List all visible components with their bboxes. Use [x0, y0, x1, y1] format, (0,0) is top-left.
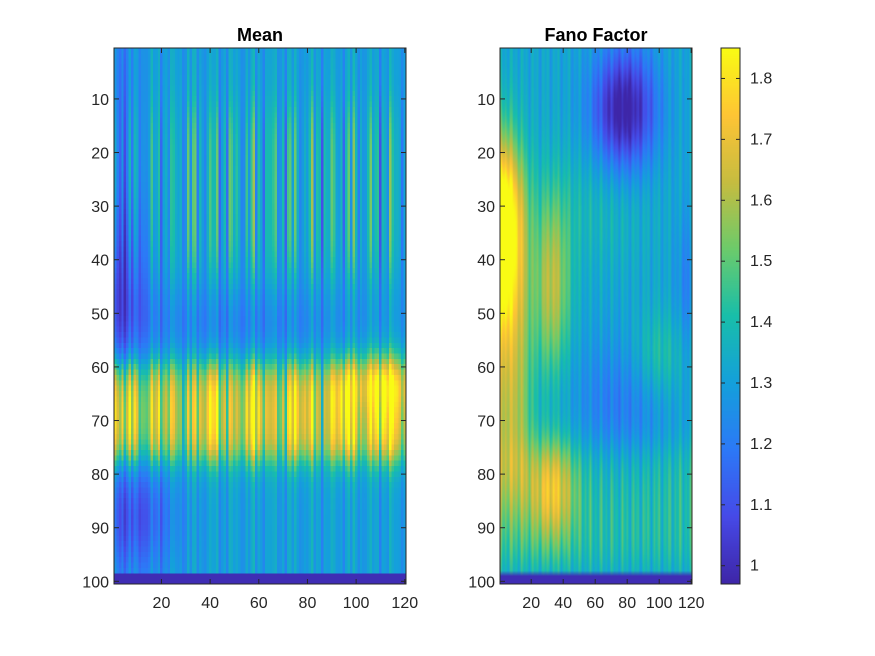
mean-y-tick-label: 20: [91, 146, 109, 163]
mean-y-tick-label: 100: [82, 574, 109, 591]
colorbar-tick-label: 1.1: [750, 497, 772, 514]
fano-y-tick-label: 40: [477, 253, 495, 270]
fano-heatmap: [500, 48, 692, 584]
mean-heatmap: [114, 48, 406, 584]
fano-y-tick-label: 80: [477, 467, 495, 484]
colorbar-tick-label: 1.3: [750, 375, 772, 392]
fano-y-tick-label: 30: [477, 199, 495, 216]
mean-y-ticks: 10 20 30 40 50 60 70 80 90 100: [82, 92, 406, 591]
fano-x-tick-label: 60: [586, 595, 604, 612]
mean-panel: Mean 10 20 30 40 50 60 70 80 90 100 20 40 60 80 100 12…: [82, 25, 418, 612]
mean-y-tick-label: 30: [91, 199, 109, 216]
colorbar-tick-label: 1.8: [750, 70, 772, 87]
mean-y-tick-label: 80: [91, 467, 109, 484]
mean-y-tick-label: 50: [91, 306, 109, 323]
fano-y-tick-label: 50: [477, 306, 495, 323]
colorbar-tick-label: 1.2: [750, 436, 772, 453]
fano-y-tick-label: 90: [477, 521, 495, 538]
mean-y-tick-label: 70: [91, 414, 109, 431]
fano-y-tick-label: 60: [477, 360, 495, 377]
mean-x-tick-label: 120: [391, 595, 418, 612]
mean-x-tick-label: 60: [250, 595, 268, 612]
fano-x-tick-label: 20: [522, 595, 540, 612]
fano-x-tick-label: 100: [646, 595, 673, 612]
mean-x-tick-label: 20: [153, 595, 171, 612]
fano-title: Fano Factor: [544, 25, 647, 45]
colorbar: 1 1.1 1.2 1.3 1.4 1.5 1.6 1.7 1.8: [720, 47, 772, 585]
fano-y-ticks: 10 20 30 40 50 60 70 80 90 100: [468, 92, 692, 591]
mean-x-tick-label: 80: [299, 595, 317, 612]
mean-x-ticks: 20 40 60 80 100 120: [153, 48, 418, 612]
colorbar-tick-label: 1.4: [750, 314, 772, 331]
colorbar-gradient: [721, 48, 740, 584]
colorbar-tick-label: 1.5: [750, 253, 772, 270]
colorbar-ticks: 1 1.1 1.2 1.3 1.4 1.5 1.6 1.7 1.8: [721, 70, 772, 575]
fano-y-tick-label: 20: [477, 146, 495, 163]
fano-x-tick-label: 80: [618, 595, 636, 612]
fano-y-tick-label: 100: [468, 574, 495, 591]
colorbar-tick-label: 1.6: [750, 192, 772, 209]
colorbar-tick-label: 1: [750, 558, 759, 575]
colorbar-box: [720, 47, 741, 585]
mean-x-tick-label: 40: [201, 595, 219, 612]
fano-x-tick-label: 40: [554, 595, 572, 612]
colorbar-tick-label: 1.7: [750, 131, 772, 148]
fano-x-tick-label: 120: [678, 595, 705, 612]
mean-y-tick-label: 90: [91, 521, 109, 538]
fano-axes-box: [499, 47, 693, 585]
mean-y-tick-label: 40: [91, 253, 109, 270]
fano-y-tick-label: 10: [477, 92, 495, 109]
mean-y-tick-label: 60: [91, 360, 109, 377]
fano-panel: Fano Factor 10 20 30 40 50 60 70 80 90 100 20 40 60…: [468, 25, 704, 612]
mean-title: Mean: [237, 25, 283, 45]
mean-x-tick-label: 100: [343, 595, 370, 612]
mean-axes-box: [113, 47, 407, 585]
fano-y-tick-label: 70: [477, 414, 495, 431]
fano-x-ticks: 20 40 60 80 100 120: [522, 48, 705, 612]
mean-y-tick-label: 10: [91, 92, 109, 109]
